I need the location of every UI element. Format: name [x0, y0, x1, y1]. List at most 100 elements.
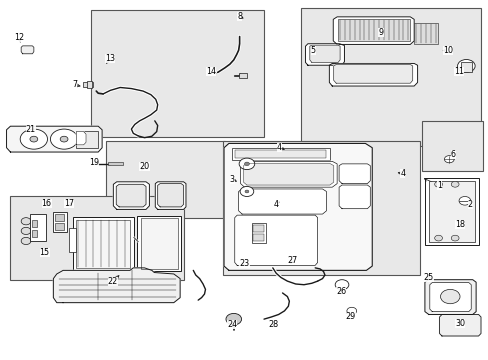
Text: 21: 21 — [26, 125, 36, 134]
Text: 4: 4 — [273, 200, 278, 209]
Text: 13: 13 — [105, 54, 115, 63]
Bar — [105, 140, 224, 218]
Polygon shape — [329, 63, 417, 86]
Bar — [413, 23, 437, 44]
Bar — [32, 220, 37, 226]
Bar — [461, 62, 471, 72]
Bar — [55, 214, 64, 221]
Text: 3: 3 — [229, 175, 234, 184]
Polygon shape — [76, 132, 86, 145]
Bar — [53, 212, 67, 232]
Text: 23: 23 — [239, 259, 249, 268]
Bar — [55, 223, 64, 230]
Bar — [76, 131, 98, 148]
Bar — [82, 82, 93, 87]
Text: 4: 4 — [400, 169, 405, 178]
Text: 4: 4 — [277, 143, 282, 152]
Bar — [69, 228, 76, 252]
Polygon shape — [53, 268, 180, 303]
Circle shape — [30, 136, 38, 142]
Text: 25: 25 — [423, 273, 433, 282]
Polygon shape — [424, 280, 475, 315]
Polygon shape — [333, 64, 412, 83]
Polygon shape — [429, 283, 470, 312]
Bar — [422, 121, 483, 171]
Text: 26: 26 — [335, 287, 346, 296]
Polygon shape — [21, 46, 34, 54]
Bar — [87, 81, 92, 88]
Circle shape — [21, 218, 31, 225]
Bar — [337, 19, 409, 41]
Text: 16: 16 — [41, 199, 51, 208]
Circle shape — [334, 280, 348, 290]
Bar — [32, 230, 37, 237]
Bar — [76, 220, 130, 268]
Text: 24: 24 — [227, 320, 237, 329]
Text: 7: 7 — [72, 81, 77, 90]
Text: 18: 18 — [454, 220, 464, 229]
Polygon shape — [113, 182, 149, 210]
Bar — [232, 148, 329, 160]
Bar — [300, 8, 480, 146]
Circle shape — [458, 197, 470, 205]
Bar — [234, 149, 326, 158]
Text: 5: 5 — [310, 46, 315, 55]
Bar — [137, 216, 181, 271]
Text: 11: 11 — [453, 67, 463, 76]
Polygon shape — [305, 44, 344, 65]
Circle shape — [444, 156, 453, 163]
Polygon shape — [240, 161, 336, 187]
Circle shape — [346, 307, 356, 315]
Polygon shape — [332, 17, 413, 44]
Polygon shape — [238, 189, 326, 214]
Circle shape — [60, 136, 68, 142]
Circle shape — [434, 181, 442, 187]
Circle shape — [440, 289, 459, 304]
Bar — [253, 234, 264, 241]
Polygon shape — [158, 184, 183, 207]
Text: 9: 9 — [378, 28, 383, 37]
Text: 14: 14 — [206, 67, 216, 76]
Circle shape — [244, 190, 248, 193]
Circle shape — [240, 186, 253, 197]
Polygon shape — [224, 143, 371, 270]
Text: 17: 17 — [64, 199, 74, 208]
Text: 20: 20 — [139, 162, 149, 171]
Circle shape — [21, 227, 31, 234]
Text: 6: 6 — [450, 150, 455, 159]
Bar — [238, 73, 247, 78]
Polygon shape — [243, 163, 333, 185]
Text: 27: 27 — [286, 256, 297, 265]
Circle shape — [457, 59, 474, 72]
Bar — [91, 10, 264, 137]
Circle shape — [20, 129, 47, 149]
Text: 19: 19 — [89, 158, 99, 167]
Circle shape — [21, 237, 31, 244]
Circle shape — [450, 181, 458, 187]
Bar — [73, 217, 134, 270]
Polygon shape — [234, 215, 317, 265]
Circle shape — [450, 235, 458, 241]
Polygon shape — [155, 182, 185, 210]
Bar — [428, 181, 474, 242]
Bar — [10, 196, 183, 280]
Text: 8: 8 — [237, 12, 242, 21]
Text: 15: 15 — [40, 248, 50, 257]
Polygon shape — [309, 45, 339, 62]
Bar — [108, 162, 122, 165]
Bar — [424, 178, 478, 245]
Text: 29: 29 — [345, 312, 355, 321]
Circle shape — [239, 158, 254, 170]
Text: 1: 1 — [436, 181, 441, 190]
Circle shape — [50, 129, 78, 149]
Polygon shape — [338, 164, 369, 184]
Bar — [251, 223, 266, 243]
Bar — [30, 214, 45, 241]
Text: 2: 2 — [467, 200, 472, 209]
Polygon shape — [6, 126, 102, 152]
Bar — [141, 219, 177, 269]
Circle shape — [225, 314, 241, 325]
Polygon shape — [116, 184, 146, 207]
Circle shape — [434, 235, 442, 241]
Text: 30: 30 — [454, 319, 464, 328]
